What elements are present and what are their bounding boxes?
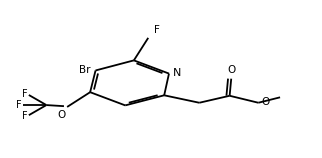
Text: O: O bbox=[57, 110, 66, 120]
Text: O: O bbox=[261, 97, 269, 107]
Text: F: F bbox=[22, 89, 27, 99]
Text: O: O bbox=[227, 65, 235, 75]
Text: F: F bbox=[154, 25, 160, 35]
Text: F: F bbox=[16, 100, 22, 110]
Text: F: F bbox=[22, 111, 27, 121]
Text: Br: Br bbox=[79, 65, 91, 75]
Text: N: N bbox=[173, 68, 182, 78]
